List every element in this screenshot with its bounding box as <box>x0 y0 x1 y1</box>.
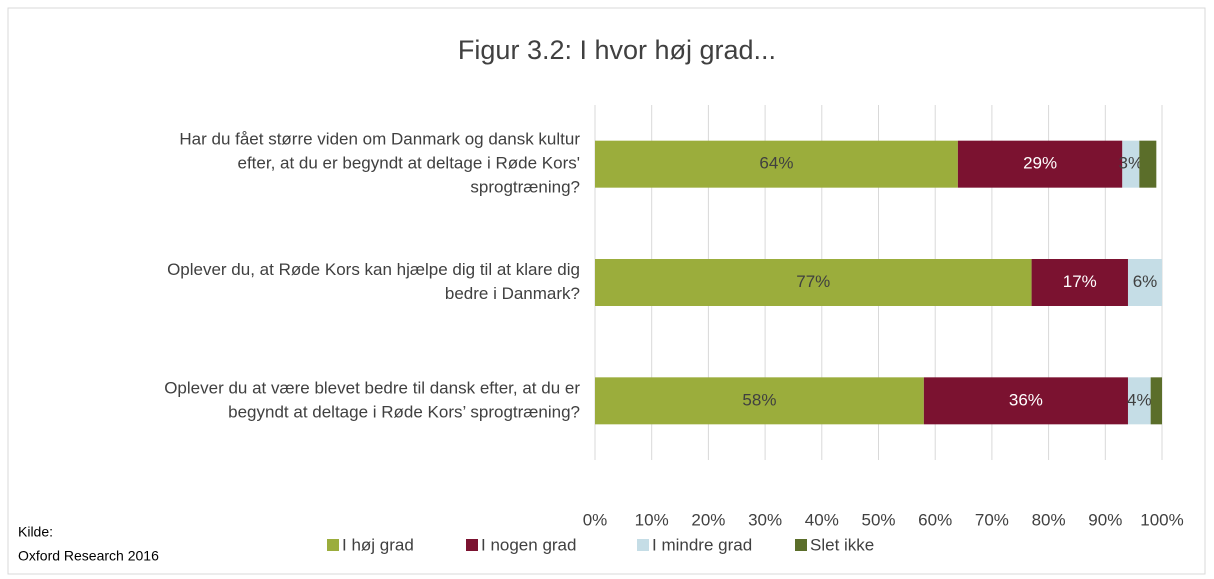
bar-segment <box>1127 377 1151 425</box>
x-tick-label: 30% <box>748 510 782 529</box>
x-tick-label: 100% <box>1140 510 1183 529</box>
value-label: 3% <box>1119 154 1144 173</box>
category-label: efter, at du er begyndt at deltage i Rød… <box>237 154 580 173</box>
source-note: Oxford Research 2016 <box>18 548 159 564</box>
value-label: 6% <box>1133 272 1158 291</box>
legend-label: I mindre grad <box>652 535 752 554</box>
bar-segment <box>595 259 1032 306</box>
legend-label: Slet ikke <box>810 535 874 554</box>
x-tick-label: 20% <box>691 510 725 529</box>
bar-segment <box>1139 140 1157 188</box>
bar-segment <box>1127 259 1162 306</box>
bar-segment <box>923 377 1128 425</box>
legend-label: I nogen grad <box>481 535 576 554</box>
x-tick-label: 70% <box>975 510 1009 529</box>
legend-swatch <box>795 539 807 551</box>
legend-swatch <box>327 539 339 551</box>
bar-segment <box>1031 259 1128 306</box>
legend-swatch <box>466 539 478 551</box>
x-tick-label: 50% <box>861 510 895 529</box>
value-label: 58% <box>742 390 776 409</box>
category-label: Oplever du at være blevet bedre til dans… <box>164 378 580 397</box>
legend-label: I høj grad <box>342 535 414 554</box>
value-label: 4% <box>1127 390 1152 409</box>
bar-segment <box>595 377 924 425</box>
bar-segment <box>1122 140 1140 188</box>
bar-segment <box>957 140 1123 188</box>
value-label: 29% <box>1023 154 1057 173</box>
category-label: Oplever du, at Røde Kors kan hjælpe dig … <box>167 260 580 279</box>
x-tick-label: 40% <box>805 510 839 529</box>
x-tick-label: 80% <box>1032 510 1066 529</box>
bar-segment <box>1150 377 1162 425</box>
value-label: 17% <box>1063 272 1097 291</box>
category-label: sprogtræning? <box>470 178 580 197</box>
value-label: 77% <box>796 272 830 291</box>
chart-title: Figur 3.2: I hvor høj grad... <box>458 35 776 65</box>
source-note: Kilde: <box>18 524 53 540</box>
x-tick-label: 90% <box>1088 510 1122 529</box>
value-label: 36% <box>1009 390 1043 409</box>
legend-swatch <box>637 539 649 551</box>
bar-segment <box>595 140 958 188</box>
x-tick-label: 60% <box>918 510 952 529</box>
value-label: 64% <box>759 154 793 173</box>
x-tick-label: 0% <box>583 510 608 529</box>
x-tick-label: 10% <box>635 510 669 529</box>
category-label: bedre i Danmark? <box>445 284 580 303</box>
category-label: Har du fået større viden om Danmark og d… <box>179 130 580 149</box>
category-label: begyndt at deltage i Røde Kors’ sprogtræ… <box>228 402 580 421</box>
